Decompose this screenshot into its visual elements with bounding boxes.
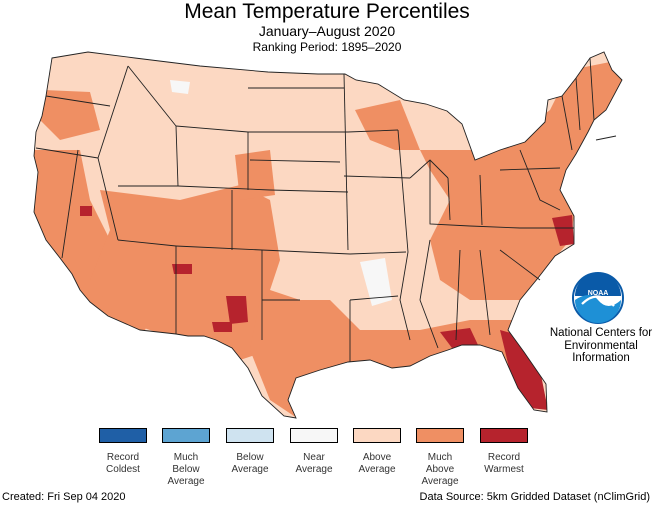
map-title: Mean Temperature Percentiles bbox=[184, 0, 470, 23]
state-borders bbox=[33, 51, 623, 419]
legend-swatch-much-below bbox=[162, 428, 210, 443]
legend-swatch-below bbox=[226, 428, 274, 443]
noaa-caption: National Centers for Environmental Infor… bbox=[549, 327, 653, 364]
noaa-logo bbox=[572, 272, 624, 324]
map-subtitle: January–August 2020 bbox=[258, 23, 396, 39]
legend-swatch-near bbox=[290, 428, 338, 443]
ranking-period: Ranking Period: 1895–2020 bbox=[252, 40, 402, 54]
legend-swatch-record-coldest bbox=[99, 428, 147, 443]
legend-label: Below Average bbox=[231, 452, 269, 475]
legend-label: Much Below Average bbox=[167, 452, 205, 487]
noaa-logo-text: NOAA bbox=[587, 290, 609, 297]
legend-label: Near Average bbox=[295, 452, 333, 475]
created-date: Created: Fri Sep 04 2020 bbox=[2, 491, 126, 503]
legend-label: Record Coldest bbox=[106, 452, 140, 475]
legend-swatch-record-warmest bbox=[480, 428, 528, 443]
data-source: Data Source: 5km Gridded Dataset (nClimG… bbox=[419, 491, 650, 503]
legend-label: Record Warmest bbox=[484, 452, 524, 475]
legend-swatch-much-above bbox=[416, 428, 464, 443]
legend-label: Above Average bbox=[358, 452, 396, 475]
legend-label: Much Above Average bbox=[421, 452, 459, 487]
legend-swatch-above bbox=[353, 428, 401, 443]
